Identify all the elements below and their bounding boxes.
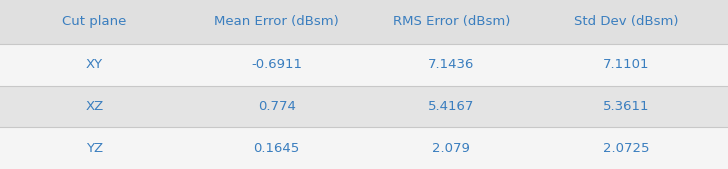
Text: 7.1101: 7.1101 [603, 58, 649, 71]
Text: Cut plane: Cut plane [63, 16, 127, 28]
Text: Std Dev (dBsm): Std Dev (dBsm) [574, 16, 678, 28]
Bar [0, 44, 728, 86]
Bar [0, 0, 728, 44]
Bar [0, 127, 728, 169]
Text: 0.1645: 0.1645 [253, 142, 300, 155]
Text: 5.4167: 5.4167 [428, 100, 475, 113]
Bar [0, 86, 728, 127]
Text: XY: XY [86, 58, 103, 71]
Text: YZ: YZ [86, 142, 103, 155]
Text: RMS Error (dBsm): RMS Error (dBsm) [392, 16, 510, 28]
Text: 0.774: 0.774 [258, 100, 296, 113]
Text: 7.1436: 7.1436 [428, 58, 475, 71]
Text: Mean Error (dBsm): Mean Error (dBsm) [214, 16, 339, 28]
Text: -0.6911: -0.6911 [251, 58, 302, 71]
Text: 2.0725: 2.0725 [603, 142, 649, 155]
Text: XZ: XZ [85, 100, 104, 113]
Text: 2.079: 2.079 [432, 142, 470, 155]
Text: 5.3611: 5.3611 [603, 100, 649, 113]
